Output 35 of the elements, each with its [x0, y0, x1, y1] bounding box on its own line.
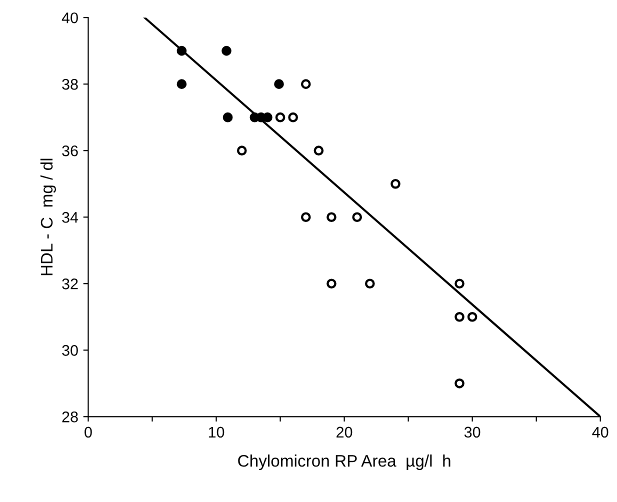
y-tick-label: 40: [62, 12, 78, 24]
point: [390, 178, 400, 189]
point: [467, 312, 478, 322]
point: [364, 278, 375, 289]
point: [274, 79, 284, 89]
x-tick-label: 20: [336, 426, 352, 438]
point: [262, 112, 272, 122]
point: [352, 212, 362, 222]
point: [454, 312, 464, 322]
y-tick-label: 34: [62, 212, 78, 223]
point: [222, 46, 232, 56]
point: [222, 112, 233, 122]
y-tick-label: 32: [62, 278, 78, 290]
y-axis-title: HDL - C mg / dl: [40, 158, 56, 276]
x-tick-label: 30: [464, 426, 480, 438]
point: [326, 278, 336, 289]
point: [314, 146, 324, 156]
x-tick-label: 10: [208, 426, 224, 438]
y-tick-label: 38: [62, 78, 78, 90]
point: [300, 79, 311, 89]
point: [176, 46, 187, 56]
y-tick-label: 30: [62, 345, 78, 356]
x-tick-label: 0: [84, 426, 92, 438]
x-tick-label: 40: [592, 426, 608, 438]
point: [275, 112, 286, 122]
point: [288, 112, 298, 122]
point: [454, 278, 464, 289]
point: [236, 146, 247, 156]
point: [176, 79, 187, 89]
point: [300, 212, 311, 222]
y-tick-label: 36: [62, 145, 78, 156]
x-axis-title: Chylomicron RP Area µg/l h: [238, 454, 450, 470]
point: [326, 212, 336, 222]
y-tick-label: 28: [62, 412, 78, 422]
point: [454, 378, 464, 388]
